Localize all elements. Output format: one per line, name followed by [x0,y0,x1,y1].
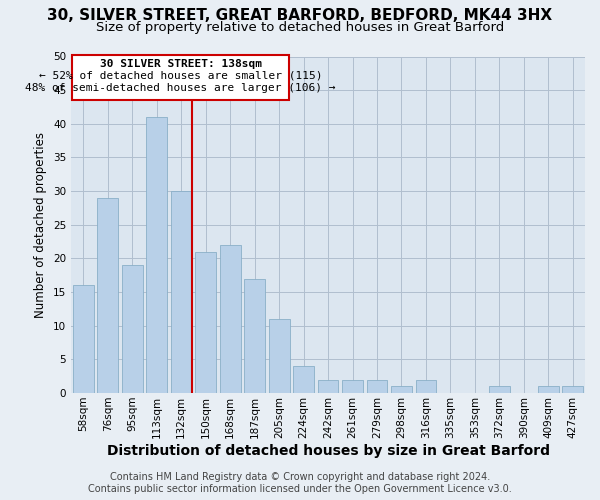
Bar [489,386,510,393]
Bar [269,319,290,393]
Bar [244,278,265,393]
X-axis label: Distribution of detached houses by size in Great Barford: Distribution of detached houses by size … [107,444,550,458]
Bar [122,265,143,393]
Bar [342,380,363,393]
Bar [146,117,167,393]
Bar [220,245,241,393]
Text: Size of property relative to detached houses in Great Barford: Size of property relative to detached ho… [96,21,504,34]
Bar [538,386,559,393]
Bar [317,380,338,393]
Bar [391,386,412,393]
Text: 30, SILVER STREET, GREAT BARFORD, BEDFORD, MK44 3HX: 30, SILVER STREET, GREAT BARFORD, BEDFOR… [47,8,553,22]
Text: Contains HM Land Registry data © Crown copyright and database right 2024.
Contai: Contains HM Land Registry data © Crown c… [88,472,512,494]
Bar [416,380,436,393]
Text: ← 52% of detached houses are smaller (115): ← 52% of detached houses are smaller (11… [39,70,322,81]
Text: 48% of semi-detached houses are larger (106) →: 48% of semi-detached houses are larger (… [25,83,336,93]
Bar [196,252,216,393]
Text: 30 SILVER STREET: 138sqm: 30 SILVER STREET: 138sqm [100,58,262,68]
Y-axis label: Number of detached properties: Number of detached properties [34,132,47,318]
FancyBboxPatch shape [73,55,289,100]
Bar [293,366,314,393]
Bar [97,198,118,393]
Bar [73,286,94,393]
Bar [171,191,191,393]
Bar [562,386,583,393]
Bar [367,380,388,393]
